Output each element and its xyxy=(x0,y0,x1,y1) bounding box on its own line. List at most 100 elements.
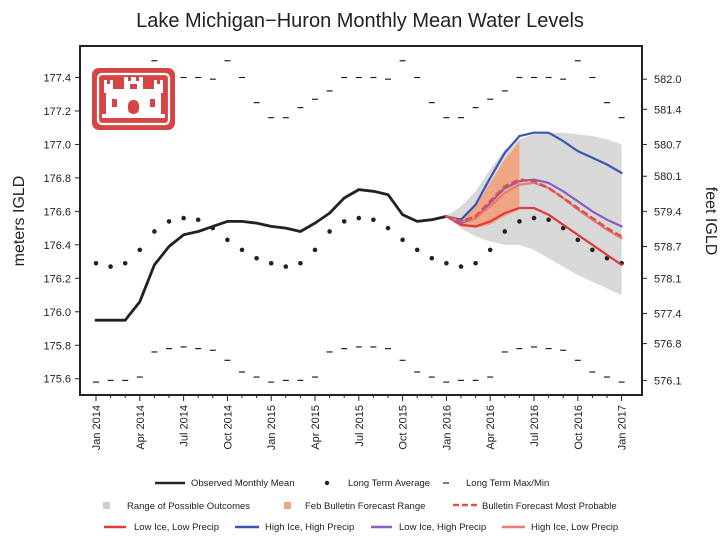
y-right-tick-label: 576.8 xyxy=(654,339,682,351)
long-term-average-point xyxy=(268,260,274,266)
y-left-tick-label: 176.6 xyxy=(43,206,71,218)
long-term-average-point xyxy=(531,215,537,221)
long-term-average-point xyxy=(487,247,493,253)
y-right-tick-label: 578.7 xyxy=(654,242,682,254)
x-tick-label: Jan 2016 xyxy=(441,405,453,450)
long-term-average-point xyxy=(575,237,581,243)
long-term-average-point xyxy=(473,260,478,266)
legend-label-low-ice-high-precip: Low Ice, High Precip xyxy=(399,522,486,533)
legend-label-range-outcomes: Range of Possible Outcomes xyxy=(127,501,250,512)
long-term-average-point xyxy=(225,237,230,243)
y-left-tick-label: 177.4 xyxy=(43,73,71,85)
long-term-average-point xyxy=(283,264,289,269)
long-term-average-point xyxy=(122,260,128,266)
long-term-average-points xyxy=(93,215,624,269)
legend-item-high-ice-high-precip: High Ice, High Precip xyxy=(235,522,354,533)
long-term-average-point xyxy=(458,264,464,269)
legend-label-long-term-average: Long Term Average xyxy=(348,478,430,489)
legend-label-most-probable: Bulletin Forecast Most Probable xyxy=(482,501,617,512)
y-right-tick-label: 578.1 xyxy=(654,273,682,285)
y-right-tick-label: 580.1 xyxy=(654,171,682,183)
long-term-average-point xyxy=(254,255,259,261)
legend-label-high-ice-low-precip: High Ice, Low Precip xyxy=(531,522,618,533)
feb-range-band-area xyxy=(446,141,520,229)
y-axis-right-title: feet IGLD xyxy=(702,187,719,255)
y-left-tick-label: 177.2 xyxy=(43,106,71,118)
y-left-tick-label: 177.0 xyxy=(43,139,71,151)
long-term-average-point xyxy=(181,215,186,221)
legend-item-long-term-average: Long Term Average xyxy=(324,478,430,489)
long-term-average-point xyxy=(502,229,508,234)
y-right-tick-label: 576.1 xyxy=(654,375,682,387)
y-left-tick-label: 176.0 xyxy=(43,307,71,319)
plot-area xyxy=(93,60,625,383)
x-tick-label: Apr 2014 xyxy=(135,405,147,450)
y-right-tick-label: 579.4 xyxy=(654,206,682,218)
y-right-tick-label: 577.4 xyxy=(654,308,682,320)
chart-title: Lake Michigan−Huron Monthly Mean Water L… xyxy=(136,10,584,32)
long-term-average-point xyxy=(385,225,391,231)
most-probable-series xyxy=(445,178,623,238)
scenario-line-high-ice-high-precip xyxy=(445,131,623,221)
castle-icon xyxy=(92,68,175,130)
long-term-average-point xyxy=(327,229,332,234)
most-probable-line xyxy=(445,178,623,238)
legend-label-feb-range: Feb Bulletin Forecast Range xyxy=(305,501,425,512)
x-tick-label: Jan 2014 xyxy=(91,405,103,450)
long-term-average-point xyxy=(166,219,172,224)
x-tick-label: Jul 2016 xyxy=(529,405,541,447)
x-tick-label: Apr 2016 xyxy=(485,405,497,450)
long-term-average-point xyxy=(108,264,113,269)
legend: Observed Monthly Mean Long Term Average … xyxy=(103,478,618,533)
legend-item-high-ice-low-precip: High Ice, Low Precip xyxy=(502,522,618,533)
y-right-tick-label: 581.4 xyxy=(654,104,682,116)
long-term-average-point xyxy=(444,260,449,266)
x-tick-label: Oct 2016 xyxy=(573,405,585,450)
long-term-average-point xyxy=(414,247,420,253)
scenario-line-high-ice-low-precip xyxy=(445,181,623,240)
long-term-average-point xyxy=(93,260,99,266)
x-tick-label: Jan 2017 xyxy=(617,405,629,450)
legend-label-long-term-max-min: Long Term Max/Min xyxy=(466,478,549,489)
long-term-average-point xyxy=(152,229,157,234)
legend-item-range-outcomes: Range of Possible Outcomes xyxy=(103,501,250,512)
y-axis-left: 175.6 175.8 176.0 176.2 176.4 176.6 176.8 177.0… xyxy=(43,73,80,386)
plot-frame xyxy=(79,45,643,396)
long-term-average-point xyxy=(371,217,376,223)
x-tick-label: Jan 2015 xyxy=(266,405,278,450)
legend-item-long-term-max-min: Long Term Max/Min xyxy=(443,478,549,489)
long-term-average-point xyxy=(400,237,405,243)
long-term-average-point xyxy=(429,255,435,261)
long-term-average-point xyxy=(195,217,201,223)
y-right-tick-label: 580.7 xyxy=(654,139,682,151)
long-term-average-point xyxy=(239,247,245,253)
long-term-average-point xyxy=(546,217,551,223)
long-term-average-point xyxy=(517,219,522,224)
feb-bulletin-forecast-range-band xyxy=(446,141,520,229)
long-term-average-point xyxy=(341,219,347,224)
x-tick-label: Jul 2014 xyxy=(179,405,191,447)
scenario-series xyxy=(445,131,623,266)
long-term-average-point xyxy=(560,225,566,231)
legend-item-feb-range: Feb Bulletin Forecast Range xyxy=(284,501,425,512)
y-left-tick-label: 175.8 xyxy=(43,340,71,352)
legend-label-high-ice-high-precip: High Ice, High Precip xyxy=(265,522,354,533)
x-tick-label: Oct 2014 xyxy=(222,405,234,450)
x-tick-label: Apr 2015 xyxy=(310,405,322,450)
x-tick-label: Oct 2015 xyxy=(398,405,410,450)
scenario-line-low-ice-low-precip xyxy=(445,206,623,266)
legend-label-observed: Observed Monthly Mean xyxy=(191,478,295,489)
legend-item-observed: Observed Monthly Mean xyxy=(155,478,295,489)
long-term-average-point xyxy=(604,255,610,261)
y-left-tick-label: 175.6 xyxy=(43,374,71,386)
y-left-tick-label: 176.8 xyxy=(43,173,71,185)
legend-item-most-probable: Bulletin Forecast Most Probable xyxy=(453,501,617,512)
y-right-tick-label: 582.0 xyxy=(654,74,682,86)
long-term-average-point xyxy=(356,215,362,221)
long-term-average-point xyxy=(312,247,318,253)
observed-monthly-mean-line xyxy=(94,188,448,322)
legend-item-low-ice-low-precip: Low Ice, Low Precip xyxy=(104,522,219,533)
long-term-average-point xyxy=(137,247,143,253)
x-tick-label: Jul 2015 xyxy=(354,405,366,447)
